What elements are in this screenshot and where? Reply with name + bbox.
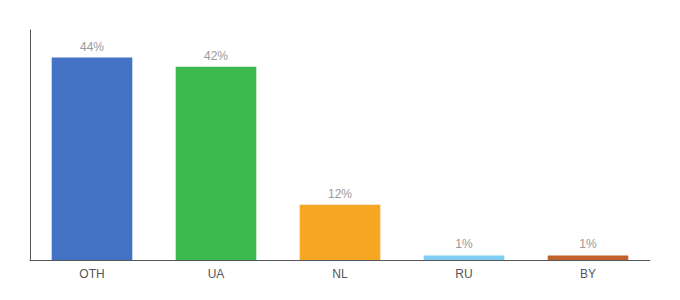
svg-text:RU: RU: [455, 267, 472, 281]
svg-text:1%: 1%: [455, 237, 473, 251]
svg-text:12%: 12%: [328, 187, 352, 201]
svg-text:1%: 1%: [579, 237, 597, 251]
svg-text:NL: NL: [332, 267, 348, 281]
svg-text:44%: 44%: [80, 40, 104, 54]
svg-text:OTH: OTH: [79, 267, 104, 281]
svg-text:BY: BY: [580, 267, 596, 281]
svg-text:UA: UA: [208, 267, 225, 281]
svg-text:42%: 42%: [204, 49, 228, 63]
